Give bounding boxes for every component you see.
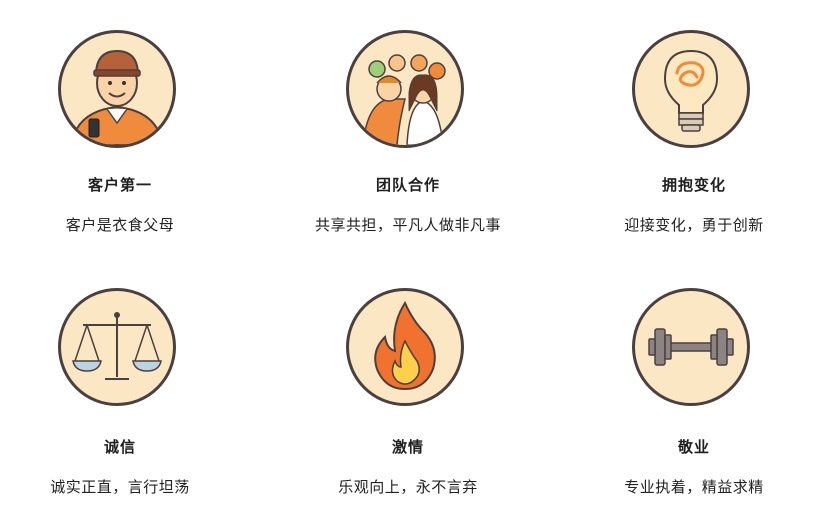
value-title: 敬业 xyxy=(677,438,710,456)
value-desc: 共享共担，平凡人做非凡事 xyxy=(314,216,501,234)
lightbulb-icon xyxy=(663,49,719,132)
scale-icon xyxy=(72,312,162,380)
dumbbell-icon xyxy=(648,328,734,366)
value-title: 拥抱变化 xyxy=(661,176,726,194)
value-desc: 专业执着，精益求精 xyxy=(624,478,764,496)
value-desc: 迎接变化，勇于创新 xyxy=(624,216,764,234)
team-icon xyxy=(362,54,446,145)
flame-icon xyxy=(374,300,436,391)
value-title: 诚信 xyxy=(103,438,136,456)
value-title: 激情 xyxy=(391,438,424,456)
value-desc: 乐观向上，永不言弃 xyxy=(338,478,478,496)
customer-icon xyxy=(69,49,165,145)
value-title: 客户第一 xyxy=(87,176,152,194)
value-desc: 诚实正直，言行坦荡 xyxy=(50,478,190,496)
value-desc: 客户是衣食父母 xyxy=(65,216,175,234)
value-title: 团队合作 xyxy=(375,176,440,194)
